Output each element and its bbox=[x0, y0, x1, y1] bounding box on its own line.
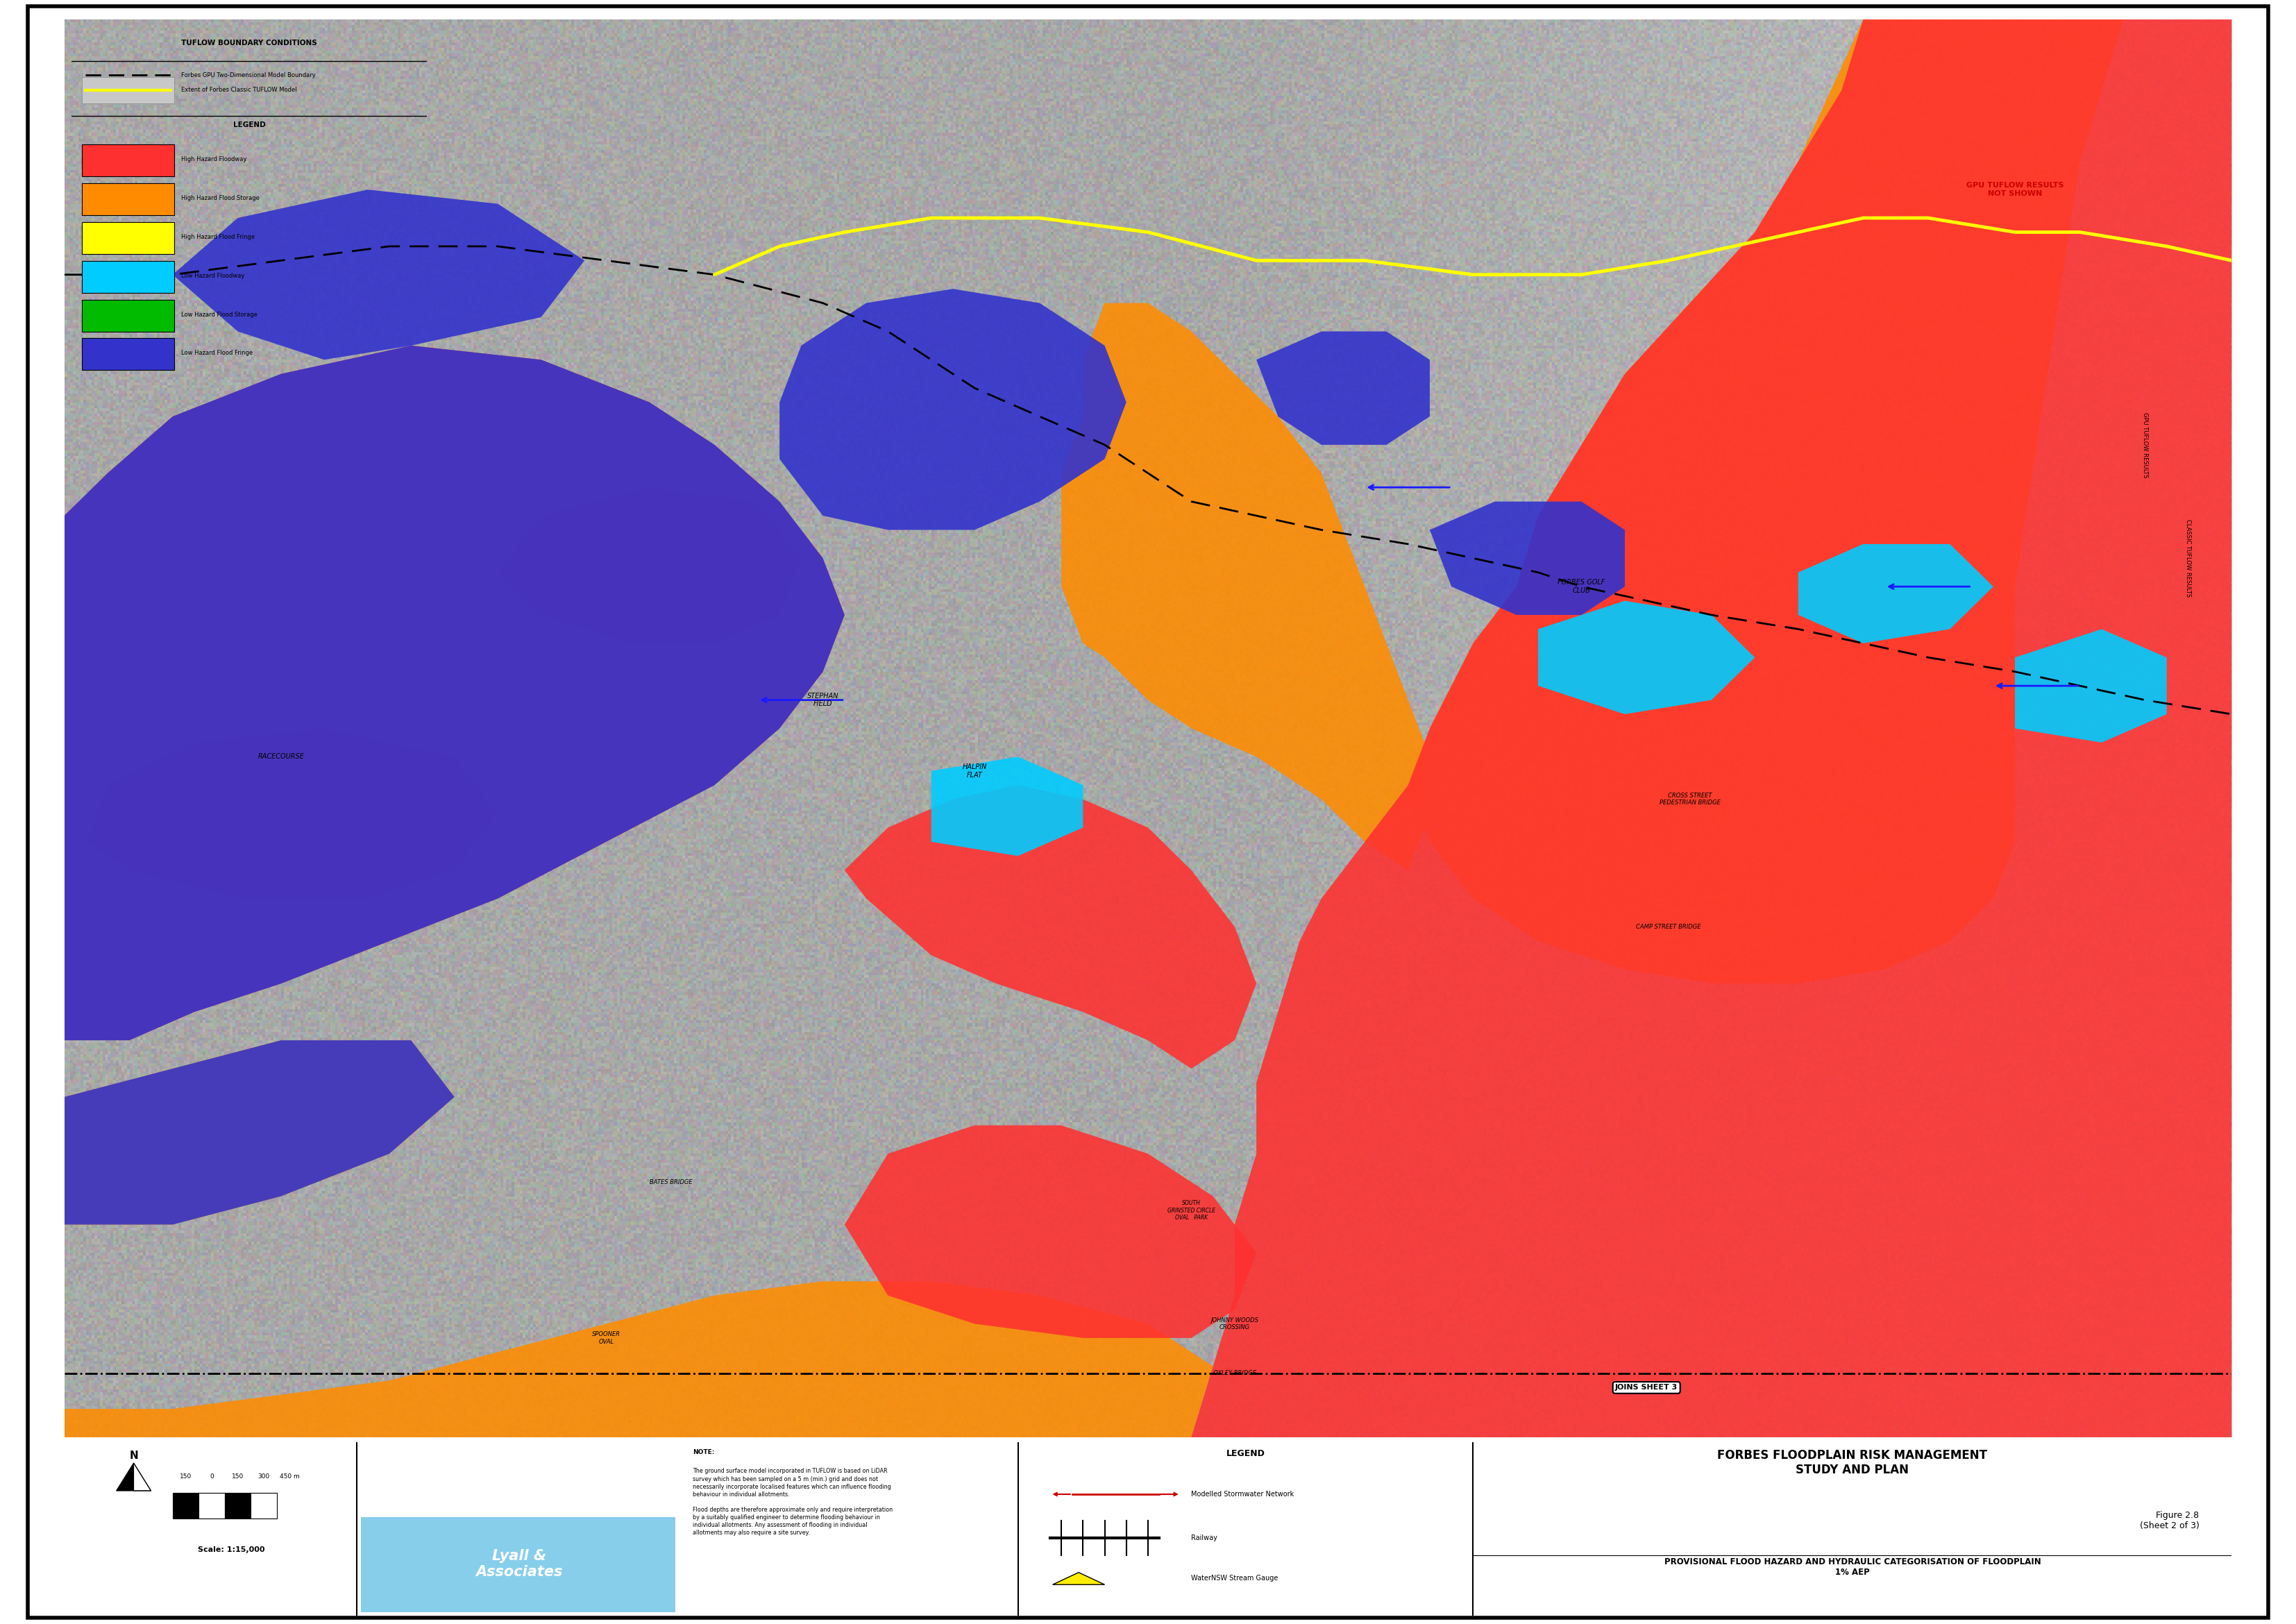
FancyBboxPatch shape bbox=[83, 184, 174, 214]
Text: N: N bbox=[129, 1450, 138, 1462]
Text: GPU TUFLOW RESULTS
NOT SHOWN: GPU TUFLOW RESULTS NOT SHOWN bbox=[1965, 182, 2064, 197]
Text: HALPIN
FLAT: HALPIN FLAT bbox=[962, 763, 987, 778]
FancyBboxPatch shape bbox=[83, 261, 174, 292]
FancyBboxPatch shape bbox=[225, 1492, 250, 1518]
Text: Scale: 1:15,000: Scale: 1:15,000 bbox=[197, 1546, 264, 1553]
Text: NOTE:: NOTE: bbox=[693, 1449, 714, 1455]
Text: Low Hazard Flood Storage: Low Hazard Flood Storage bbox=[181, 312, 257, 318]
Text: WaterNSW Stream Gauge: WaterNSW Stream Gauge bbox=[1192, 1575, 1279, 1582]
Polygon shape bbox=[845, 1125, 1256, 1338]
Text: LEGEND: LEGEND bbox=[1226, 1449, 1265, 1458]
Polygon shape bbox=[133, 1463, 152, 1491]
Polygon shape bbox=[1192, 19, 2232, 1437]
Text: High Hazard Flood Storage: High Hazard Flood Storage bbox=[181, 195, 259, 201]
Text: 0: 0 bbox=[209, 1473, 214, 1479]
Polygon shape bbox=[1798, 544, 1993, 643]
Polygon shape bbox=[1538, 601, 1754, 715]
Text: The ground surface model incorporated in TUFLOW is based on LiDAR
survey which h: The ground surface model incorporated in… bbox=[693, 1468, 893, 1536]
Polygon shape bbox=[117, 1463, 133, 1491]
Text: Railway: Railway bbox=[1192, 1535, 1217, 1541]
FancyBboxPatch shape bbox=[83, 76, 174, 104]
Text: 300: 300 bbox=[257, 1473, 269, 1479]
Text: JOINS SHEET 3: JOINS SHEET 3 bbox=[1614, 1384, 1678, 1392]
Text: CLASSIC TUFLOW RESULTS: CLASSIC TUFLOW RESULTS bbox=[2186, 520, 2190, 598]
Text: Forbes GPU Two-Dimensional Model Boundary: Forbes GPU Two-Dimensional Model Boundar… bbox=[181, 71, 317, 78]
Polygon shape bbox=[64, 1041, 455, 1224]
Text: CAMP STREET BRIDGE: CAMP STREET BRIDGE bbox=[1635, 924, 1701, 931]
Text: FORBES GOLF
CLUB: FORBES GOLF CLUB bbox=[1557, 580, 1605, 594]
Polygon shape bbox=[1052, 1572, 1104, 1585]
Polygon shape bbox=[85, 728, 498, 898]
Polygon shape bbox=[1407, 19, 2124, 984]
Polygon shape bbox=[781, 289, 1127, 529]
Text: Low Hazard Flood Fringe: Low Hazard Flood Fringe bbox=[181, 349, 253, 356]
Text: JOHNNY WOODS
CROSSING: JOHNNY WOODS CROSSING bbox=[1210, 1317, 1258, 1330]
Polygon shape bbox=[498, 487, 801, 643]
FancyBboxPatch shape bbox=[83, 222, 174, 253]
Text: 450 m: 450 m bbox=[280, 1473, 301, 1479]
Text: SOUTH
GRINSTED CIRCLE
OVAL   PARK: SOUTH GRINSTED CIRCLE OVAL PARK bbox=[1166, 1200, 1215, 1221]
Text: Low Hazard Floodway: Low Hazard Floodway bbox=[181, 273, 246, 279]
Text: Figure 2.8
(Sheet 2 of 3): Figure 2.8 (Sheet 2 of 3) bbox=[2140, 1510, 2200, 1530]
Polygon shape bbox=[1061, 304, 1430, 870]
Polygon shape bbox=[172, 190, 585, 361]
Text: FORBES FLOODPLAIN RISK MANAGEMENT
STUDY AND PLAN: FORBES FLOODPLAIN RISK MANAGEMENT STUDY … bbox=[1717, 1449, 1988, 1476]
Text: High Hazard Flood Fringe: High Hazard Flood Fringe bbox=[181, 234, 255, 240]
FancyBboxPatch shape bbox=[83, 300, 174, 331]
Text: STEPHAN
FIELD: STEPHAN FIELD bbox=[808, 692, 838, 708]
Polygon shape bbox=[2016, 628, 2167, 742]
Text: High Hazard Floodway: High Hazard Floodway bbox=[181, 156, 248, 162]
Text: GPU TUFLOW RESULTS: GPU TUFLOW RESULTS bbox=[2142, 412, 2149, 477]
Polygon shape bbox=[64, 346, 845, 1041]
Text: TUFLOW BOUNDARY CONDITIONS: TUFLOW BOUNDARY CONDITIONS bbox=[181, 39, 317, 47]
Polygon shape bbox=[1256, 331, 1430, 445]
Text: 150: 150 bbox=[179, 1473, 191, 1479]
FancyBboxPatch shape bbox=[172, 1492, 200, 1518]
FancyBboxPatch shape bbox=[200, 1492, 225, 1518]
Text: Modelled Stormwater Network: Modelled Stormwater Network bbox=[1192, 1491, 1295, 1497]
Text: Lyall &
Associates: Lyall & Associates bbox=[475, 1549, 563, 1579]
Text: LEGEND: LEGEND bbox=[232, 122, 266, 128]
FancyBboxPatch shape bbox=[360, 1517, 675, 1613]
Text: SPOONER
OVAL: SPOONER OVAL bbox=[592, 1332, 620, 1345]
Text: CROSS STREET
PEDESTRIAN BRIDGE: CROSS STREET PEDESTRIAN BRIDGE bbox=[1660, 793, 1720, 806]
Text: Extent of Forbes Classic TUFLOW Model: Extent of Forbes Classic TUFLOW Model bbox=[181, 86, 296, 93]
Polygon shape bbox=[932, 757, 1084, 856]
Text: 150: 150 bbox=[232, 1473, 243, 1479]
Polygon shape bbox=[845, 784, 1256, 1069]
Text: OXLEY BRIDGE: OXLEY BRIDGE bbox=[1212, 1371, 1256, 1377]
Text: PROVISIONAL FLOOD HAZARD AND HYDRAULIC CATEGORISATION OF FLOODPLAIN
1% AEP: PROVISIONAL FLOOD HAZARD AND HYDRAULIC C… bbox=[1665, 1557, 2041, 1577]
FancyBboxPatch shape bbox=[83, 338, 174, 370]
FancyBboxPatch shape bbox=[250, 1492, 278, 1518]
Polygon shape bbox=[64, 1041, 455, 1224]
FancyBboxPatch shape bbox=[83, 145, 174, 175]
Polygon shape bbox=[1430, 502, 1626, 615]
Polygon shape bbox=[64, 1281, 1212, 1437]
Text: RACECOURSE: RACECOURSE bbox=[257, 754, 305, 760]
Polygon shape bbox=[64, 346, 845, 1041]
Text: BATES BRIDGE: BATES BRIDGE bbox=[650, 1179, 693, 1186]
